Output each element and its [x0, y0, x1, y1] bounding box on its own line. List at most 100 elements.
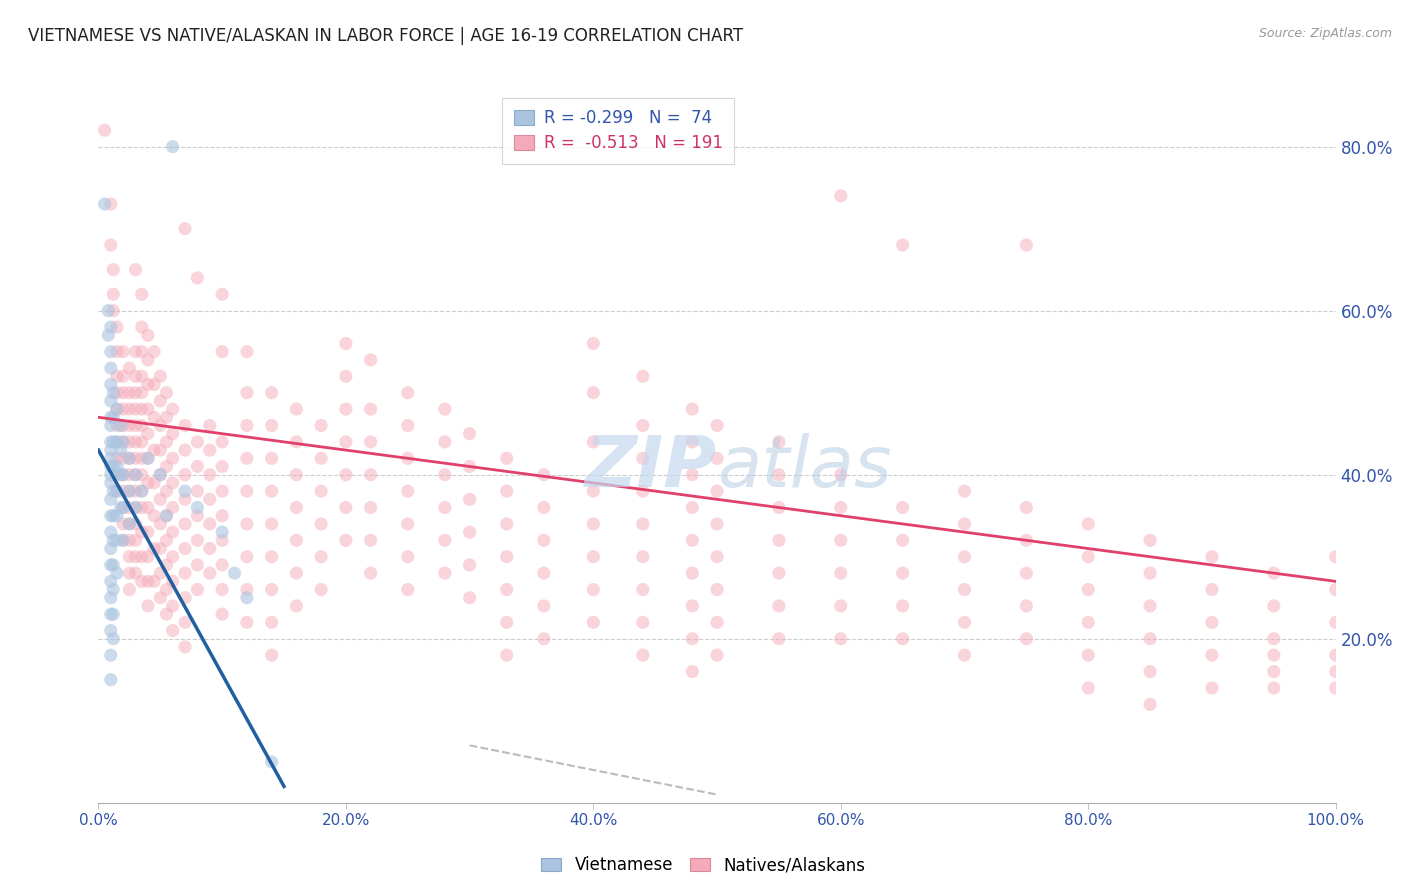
Point [162, 139, 184, 153]
Point [149, 467, 172, 482]
Point [110, 500, 132, 515]
Point [100, 558, 122, 572]
Point [105, 484, 128, 499]
Point [131, 525, 153, 540]
Point [1263, 599, 1285, 613]
Point [953, 549, 976, 564]
Point [103, 262, 125, 277]
Point [582, 336, 605, 351]
Point [118, 467, 141, 482]
Point [891, 599, 914, 613]
Point [124, 467, 146, 482]
Point [1201, 582, 1223, 597]
Point [112, 467, 135, 482]
Point [211, 558, 233, 572]
Point [100, 238, 122, 252]
Point [174, 541, 197, 556]
Point [105, 402, 128, 417]
Point [105, 467, 128, 482]
Point [582, 516, 605, 531]
Point [118, 451, 141, 466]
Point [105, 418, 128, 433]
Point [136, 574, 159, 589]
Point [105, 459, 128, 474]
Point [582, 434, 605, 449]
Point [162, 574, 184, 589]
Point [155, 434, 177, 449]
Point [100, 607, 122, 622]
Point [211, 484, 233, 499]
Point [891, 238, 914, 252]
Point [110, 443, 132, 458]
Point [236, 385, 259, 400]
Point [118, 402, 141, 417]
Point [706, 484, 728, 499]
Point [495, 484, 517, 499]
Point [260, 484, 283, 499]
Point [198, 492, 221, 507]
Point [112, 344, 135, 359]
Point [582, 385, 605, 400]
Point [1324, 665, 1347, 679]
Point [260, 549, 283, 564]
Point [285, 402, 308, 417]
Point [174, 591, 197, 605]
Point [1201, 615, 1223, 630]
Point [891, 566, 914, 581]
Point [143, 508, 166, 523]
Point [631, 582, 654, 597]
Point [1015, 632, 1038, 646]
Point [309, 549, 332, 564]
Point [149, 467, 172, 482]
Point [103, 582, 125, 597]
Point [830, 632, 852, 646]
Point [1015, 566, 1038, 581]
Point [186, 500, 208, 515]
Point [458, 459, 481, 474]
Point [105, 385, 128, 400]
Point [1324, 615, 1347, 630]
Point [830, 467, 852, 482]
Point [631, 615, 654, 630]
Point [1263, 648, 1285, 662]
Point [260, 451, 283, 466]
Point [396, 582, 419, 597]
Point [1263, 566, 1285, 581]
Point [143, 475, 166, 490]
Point [131, 385, 153, 400]
Point [131, 484, 153, 499]
Point [681, 599, 703, 613]
Point [631, 516, 654, 531]
Point [224, 566, 246, 581]
Point [103, 303, 125, 318]
Point [136, 500, 159, 515]
Point [260, 582, 283, 597]
Point [149, 418, 172, 433]
Point [198, 566, 221, 581]
Point [131, 418, 153, 433]
Point [1201, 549, 1223, 564]
Point [103, 287, 125, 301]
Point [112, 516, 135, 531]
Point [100, 591, 122, 605]
Point [236, 484, 259, 499]
Point [100, 393, 122, 408]
Point [112, 533, 135, 548]
Point [105, 320, 128, 334]
Point [174, 516, 197, 531]
Point [155, 508, 177, 523]
Point [830, 599, 852, 613]
Point [105, 508, 128, 523]
Point [1324, 681, 1347, 695]
Point [211, 508, 233, 523]
Point [100, 624, 122, 638]
Point [112, 385, 135, 400]
Point [103, 385, 125, 400]
Point [162, 451, 184, 466]
Point [631, 451, 654, 466]
Point [309, 582, 332, 597]
Point [396, 385, 419, 400]
Point [103, 484, 125, 499]
Point [285, 566, 308, 581]
Point [118, 361, 141, 376]
